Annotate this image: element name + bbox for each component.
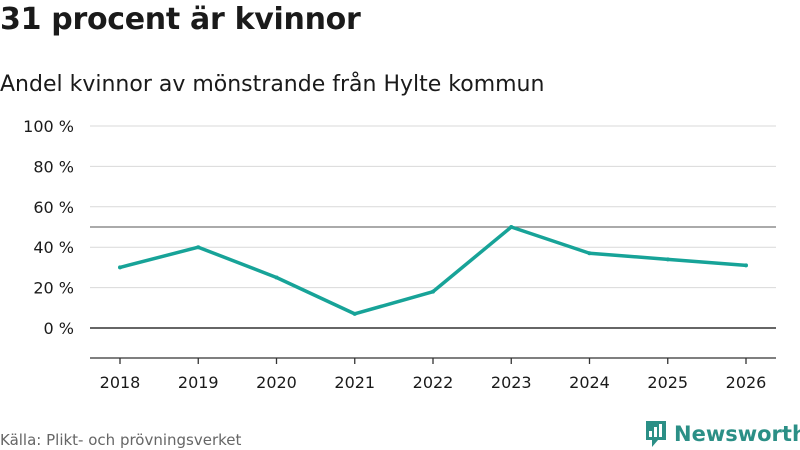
x-tick-label: 2018 — [100, 373, 141, 392]
series-line — [118, 225, 748, 316]
x-tick-label: 2026 — [726, 373, 767, 392]
data-point — [274, 275, 279, 280]
x-tick-label: 2021 — [334, 373, 375, 392]
brand-name: Newsworthy — [674, 422, 800, 446]
y-tick-label: 100 % — [23, 117, 74, 136]
data-point — [509, 225, 514, 229]
data-point — [431, 289, 435, 294]
chart-subtitle: Andel kvinnor av mönstrande från Hylte k… — [0, 72, 545, 97]
data-point — [665, 257, 670, 262]
x-tick-label: 2024 — [569, 373, 610, 392]
x-tick-label: 2025 — [647, 373, 688, 392]
y-tick-label: 60 % — [33, 198, 74, 217]
x-tick-label: 2022 — [413, 373, 454, 392]
y-tick-label: 80 % — [33, 157, 74, 176]
data-point — [744, 263, 748, 268]
x-tick-label: 2023 — [491, 373, 532, 392]
newsworthy-logo: Newsworthy — [644, 419, 800, 449]
y-tick-label: 0 % — [44, 319, 74, 338]
data-point — [352, 311, 357, 316]
x-tick-label: 2020 — [256, 373, 297, 392]
data-point — [196, 245, 201, 250]
source-note: Källa: Plikt- och prövningsverket — [0, 431, 242, 449]
y-tick-label: 20 % — [33, 279, 74, 298]
chart-title: 31 procent är kvinnor — [0, 2, 361, 37]
data-point — [587, 251, 592, 256]
data-point — [118, 265, 122, 270]
newsworthy-logo-icon — [646, 421, 666, 447]
x-tick-label: 2019 — [178, 373, 219, 392]
y-tick-label: 40 % — [33, 238, 74, 257]
